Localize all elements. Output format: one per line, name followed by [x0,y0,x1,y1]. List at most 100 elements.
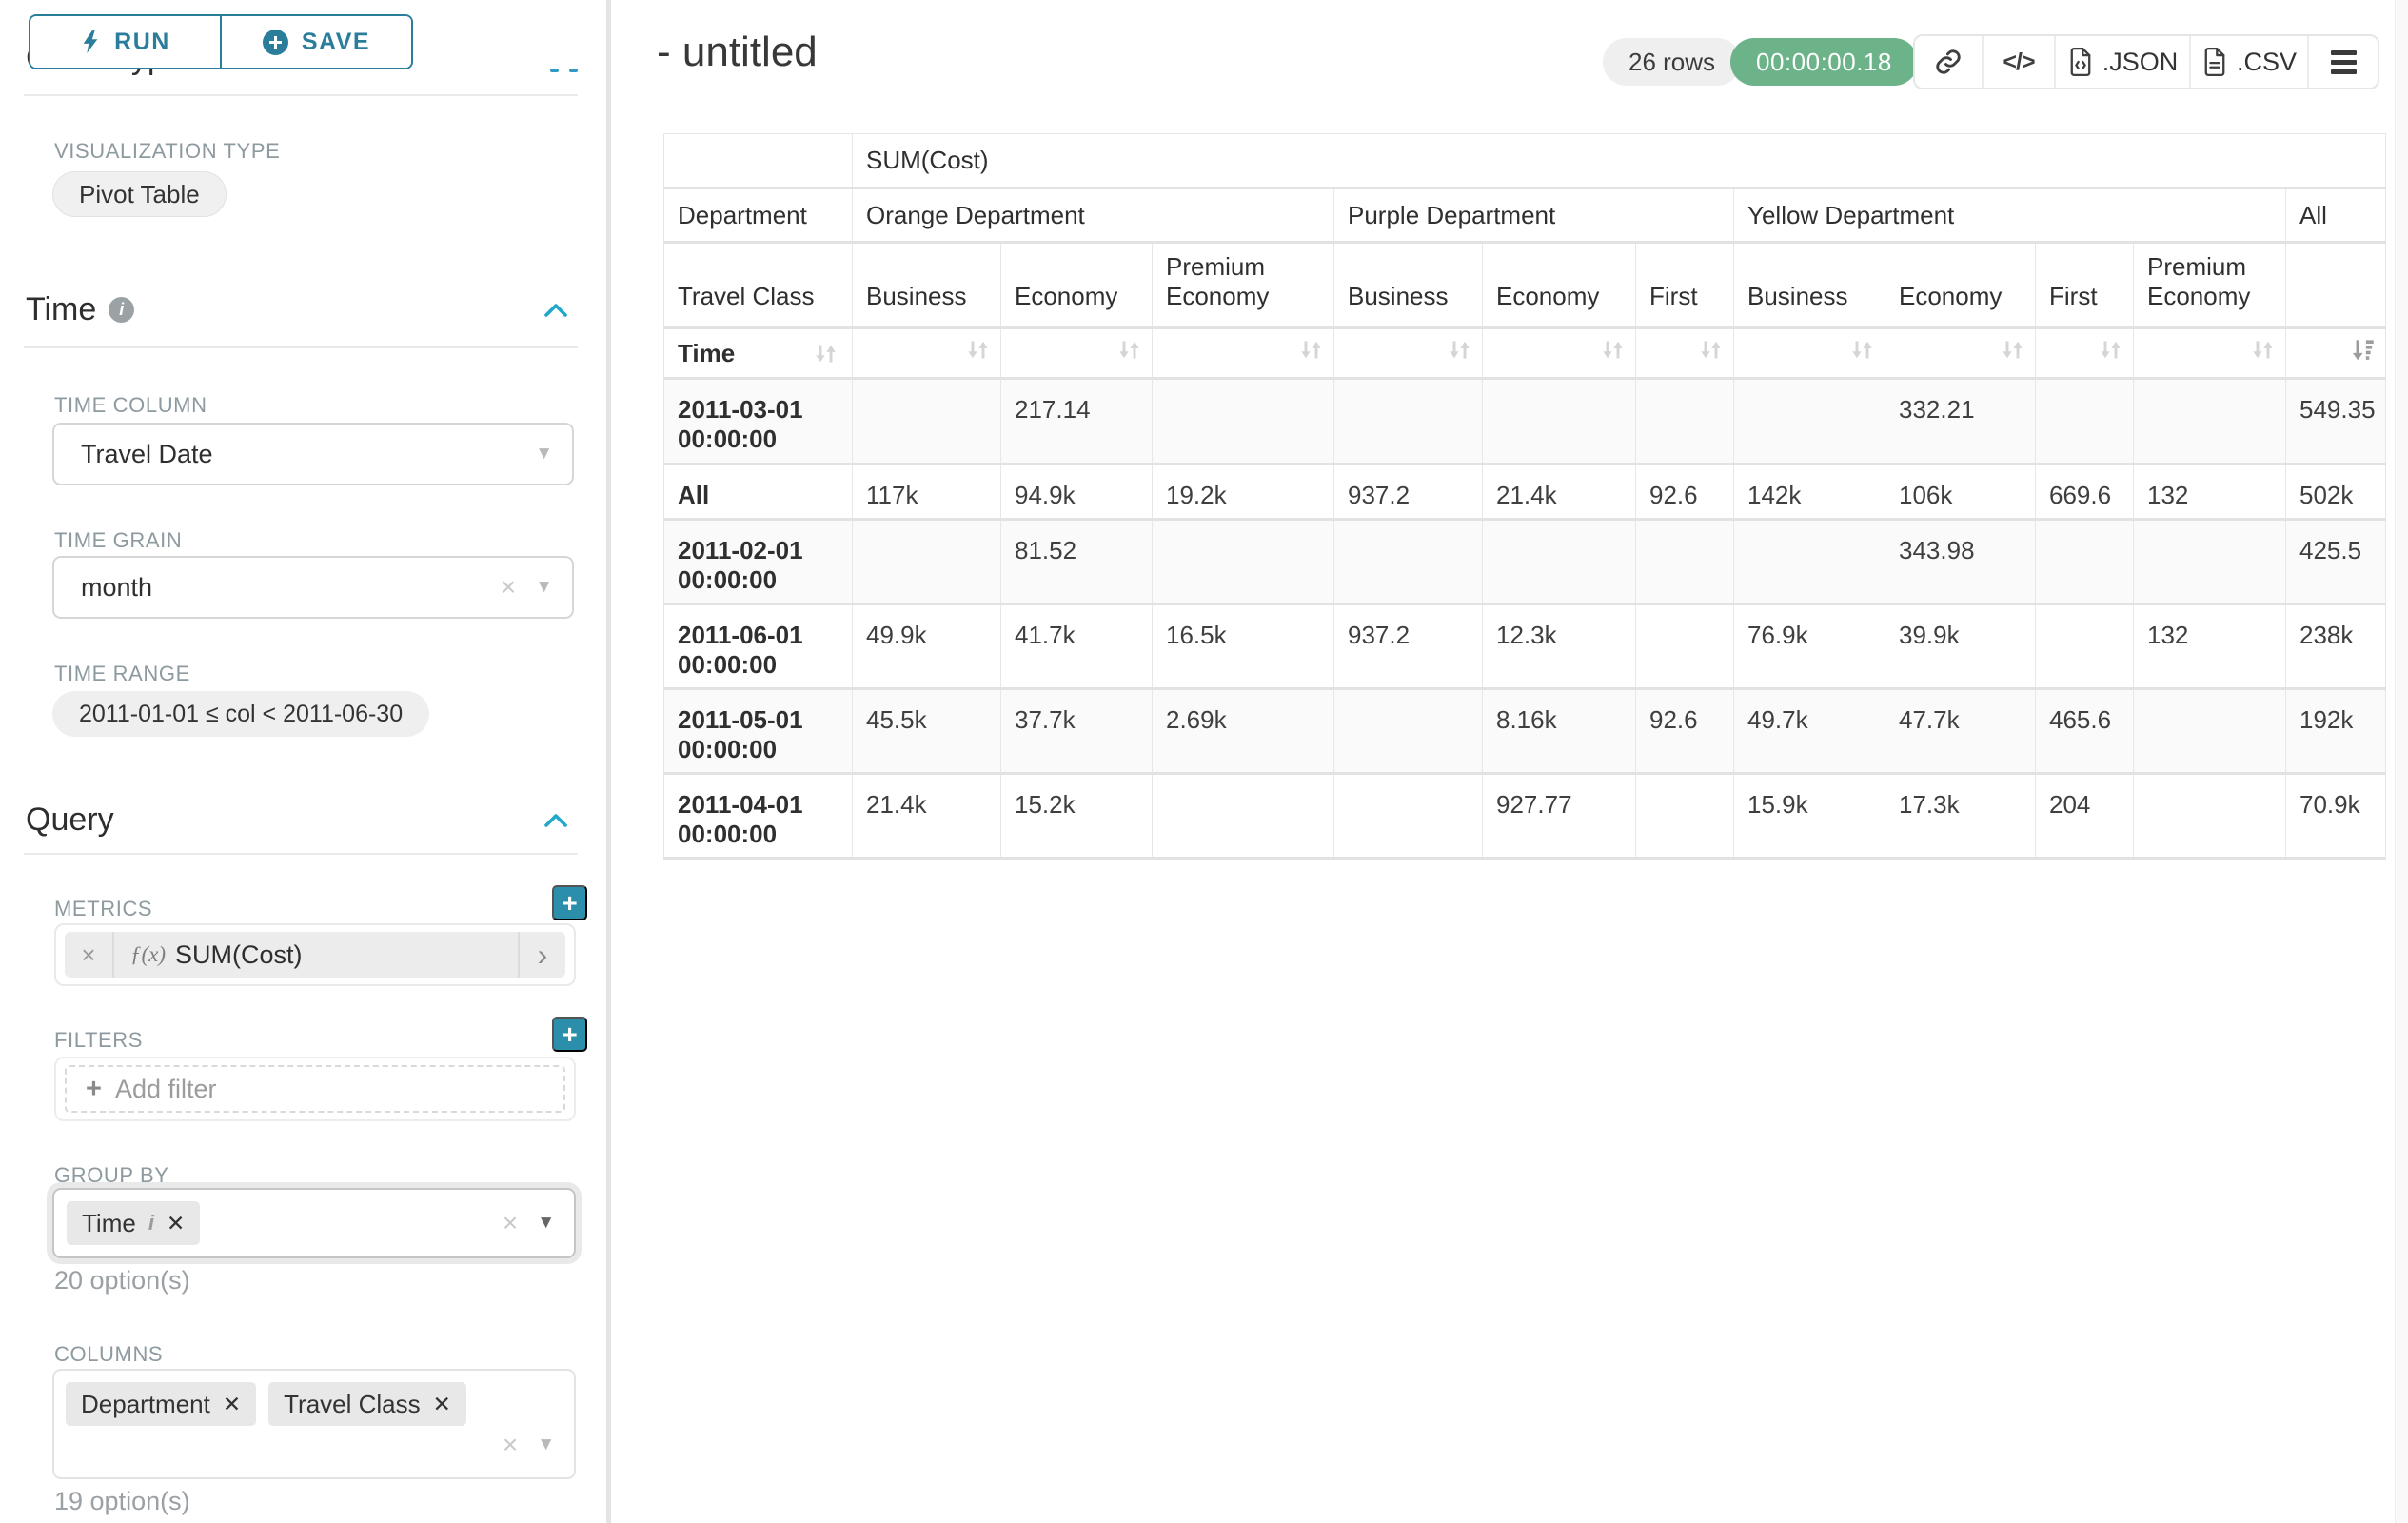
sort-header-row: Time [663,327,2387,380]
info-icon[interactable]: i [109,297,135,323]
table-cell: 927.77 [1482,773,1636,860]
save-button[interactable]: SAVE [222,16,411,68]
info-icon[interactable]: i [148,1211,154,1235]
table-cell: 142k [1733,464,1885,521]
query-section-header: Query [26,801,578,839]
table-cell [2133,378,2286,465]
time-grain-select[interactable]: month × ▼ [52,556,574,619]
table-cell: 81.52 [1000,519,1153,605]
chevron-down-icon[interactable]: ▼ [537,1213,555,1233]
clear-icon[interactable]: × [502,1430,519,1459]
collapse-chevron-icon[interactable] [543,303,568,318]
table-cell [852,519,1001,605]
panel-divider[interactable] [606,0,611,1523]
more-options-button[interactable] [2307,36,2378,88]
group-by-select[interactable]: Time i ✕ × ▼ [52,1188,576,1258]
remove-tag-icon[interactable]: ✕ [222,1391,242,1416]
remove-metric-icon[interactable]: × [65,932,114,978]
clear-icon[interactable]: × [502,1208,519,1237]
view-query-button[interactable]: </> [1982,36,2054,88]
table-cell [1333,688,1483,775]
chart-title[interactable]: - untitled [657,29,818,75]
table-cell: 49.7k [1733,688,1885,775]
department-row-label: Department [663,188,853,244]
group-by-label: GROUP BY [54,1163,169,1187]
column-header [2284,242,2387,329]
remove-tag-icon[interactable]: ✕ [166,1210,186,1236]
group-by-tag[interactable]: Time i ✕ [67,1201,201,1245]
column-header: First [2035,242,2134,329]
clear-icon[interactable]: × [500,572,517,602]
collapse-chevron-icon[interactable] [543,813,568,828]
sort-icon[interactable] [2000,337,2025,363]
blank-cell [663,133,853,189]
sort-icon[interactable] [813,341,839,366]
expand-metric-icon[interactable]: › [518,932,565,978]
table-cell: 192k [2284,688,2387,775]
add-filter-button[interactable]: + Add filter [65,1065,565,1113]
control-panel: Chart Type RUN SAVE VISUALIZATION TYPE P… [0,0,615,1523]
table-cell [2035,519,2134,605]
export-json-button[interactable]: .JSON [2054,36,2189,88]
metric-header: SUM(Cost) [851,133,2387,189]
columns-tag[interactable]: Department ✕ [66,1382,257,1426]
row-header: 2011-04-01 00:00:00 [663,773,853,860]
table-cell: 132 [2133,464,2286,521]
table-cell: 49.9k [852,603,1001,690]
share-link-button[interactable] [1915,36,1982,88]
table-cell: 45.5k [852,688,1001,775]
sort-icon[interactable] [1116,337,1142,363]
sort-icon[interactable] [1298,337,1324,363]
row-header: 2011-02-01 00:00:00 [663,519,853,605]
table-cell [1152,519,1334,605]
chevron-down-icon[interactable]: ▼ [537,1434,555,1454]
table-cell [1482,378,1636,465]
metric-pill[interactable]: × ƒ(x) SUM(Cost) › [65,932,565,978]
run-save-button-group: RUN SAVE [29,14,413,69]
filters-container: + Add filter [54,1057,576,1121]
travel-class-header-row: Travel Class Business Economy Premium Ec… [663,242,2387,329]
table-cell: 70.9k [2284,773,2387,860]
sort-header-cell [2035,327,2134,380]
table-cell [1333,378,1483,465]
table-cell: 21.4k [1482,464,1636,521]
section-divider [24,346,578,348]
columns-select[interactable]: Department ✕ Travel Class ✕ × ▼ [52,1369,576,1479]
add-filter-plus-button[interactable]: + [552,1017,587,1052]
columns-tag[interactable]: Travel Class ✕ [268,1382,466,1426]
add-metric-button[interactable]: + [552,885,587,920]
sort-icon[interactable] [1600,337,1626,363]
menu-icon [2330,49,2357,74]
panel-resize-handle-dot[interactable] [550,69,559,72]
table-cell: 937.2 [1333,603,1483,690]
plus-icon: + [86,1073,102,1104]
time-column-select[interactable]: Travel Date ▼ [52,423,574,485]
sort-icon[interactable] [1698,337,1724,363]
table-cell: 937.2 [1333,464,1483,521]
sort-descending-icon[interactable] [2350,337,2376,363]
row-header: 2011-06-01 00:00:00 [663,603,853,690]
panel-resize-handle-dot[interactable] [569,69,578,72]
time-range-value[interactable]: 2011-01-01 ≤ col < 2011-06-30 [52,691,430,737]
sort-icon[interactable] [2250,337,2276,363]
visualization-type-value[interactable]: Pivot Table [52,171,227,217]
export-csv-button[interactable]: .CSV [2189,36,2307,88]
chevron-down-icon[interactable]: ▼ [535,444,553,464]
table-cell: 425.5 [2284,519,2387,605]
table-cell [1635,378,1734,465]
section-divider [24,853,578,855]
sort-icon[interactable] [1849,337,1875,363]
chevron-down-icon[interactable]: ▼ [535,577,553,597]
sort-icon[interactable] [2098,337,2123,363]
vertical-scrollbar[interactable] [2395,0,2408,1523]
remove-tag-icon[interactable]: ✕ [432,1391,451,1416]
sort-icon[interactable] [1447,337,1472,363]
run-button[interactable]: RUN [30,16,222,68]
sort-icon[interactable] [965,337,991,363]
table-cell: 15.2k [1000,773,1153,860]
time-column-label: TIME COLUMN [54,393,207,417]
table-row: 2011-03-01 00:00:00 217.14 332.21 549.35 [663,378,2387,465]
row-count-badge: 26 rows [1603,38,1742,86]
time-row-label: Time [678,338,736,367]
table-cell: 465.6 [2035,688,2134,775]
